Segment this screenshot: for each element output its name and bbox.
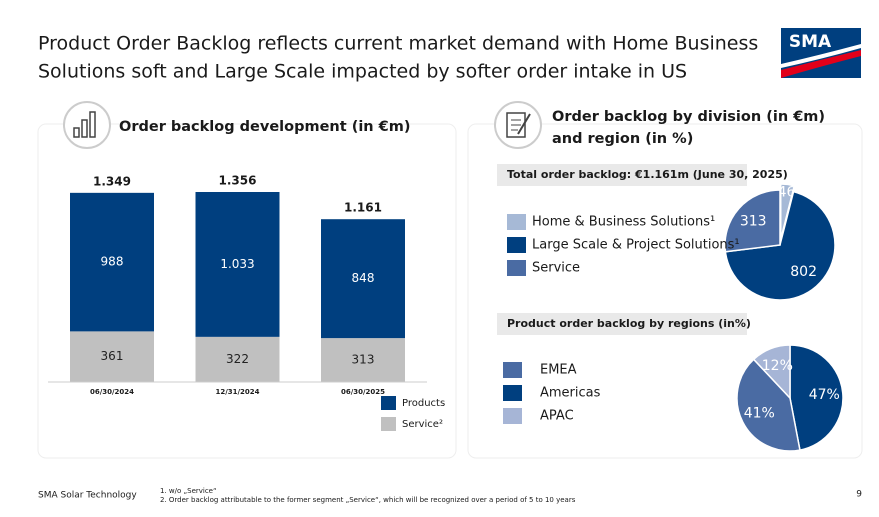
value-label: 848 (352, 271, 375, 285)
footnote: 1. w/o „Service“ (160, 487, 217, 495)
section-title: and region (in %) (552, 131, 693, 147)
section-title: Order backlog development (in €m) (119, 119, 411, 135)
bar-segment (195, 336, 280, 382)
value-label: 47% (809, 387, 840, 403)
footer-company: SMA Solar Technology (38, 491, 137, 501)
legend-label: Americas (540, 386, 601, 401)
legend-swatch (507, 237, 526, 253)
value-label: 12% (762, 358, 793, 374)
icon (63, 101, 111, 149)
logo: SMA (781, 28, 861, 78)
pie-slice (752, 344, 791, 400)
legend-label: Products (402, 398, 445, 409)
pie-slice (736, 358, 801, 452)
value-label: 1.033 (220, 257, 254, 271)
logo-text: SMA (789, 32, 832, 52)
chart-title: Product order backlog by regions (in%) (507, 317, 751, 330)
legend-swatch (507, 214, 526, 230)
slide-title: Product Order Backlog reflects current m… (38, 33, 758, 55)
label-bar (497, 164, 747, 186)
pie-slice (779, 183, 796, 240)
x-tick-label: 06/30/2025 (341, 388, 385, 396)
legend-swatch (507, 260, 526, 276)
legend-swatch (503, 362, 522, 378)
value-label: 46 (778, 185, 796, 201)
total-label: 1.161 (344, 201, 382, 215)
bar-segment (321, 338, 405, 382)
footnote: 2. Order backlog attributable to the for… (160, 496, 576, 504)
value-label: 322 (226, 352, 249, 366)
pie-slice (724, 190, 836, 301)
bar-segment (321, 219, 405, 339)
bar-segment (195, 192, 280, 337)
bar-segment (70, 192, 154, 332)
value-label: 313 (740, 213, 767, 229)
legend-label: Home & Business Solutions¹ (532, 215, 715, 230)
pie-slice (789, 344, 844, 451)
legend-swatch (381, 417, 396, 431)
total-label: 1.349 (93, 174, 131, 188)
legend-label: Service (532, 261, 580, 276)
legend-label: Large Scale & Project Solutions¹ (532, 238, 740, 253)
label-bar (497, 313, 747, 335)
legend-swatch (381, 396, 396, 410)
legend-swatch (503, 385, 522, 401)
total-label: 1.356 (219, 174, 257, 188)
x-tick-label: 12/31/2024 (215, 388, 259, 396)
section-title: Order backlog by division (in €m) (552, 109, 825, 125)
value-label: 988 (101, 255, 124, 269)
legend-swatch (503, 408, 522, 424)
value-label: 802 (790, 264, 817, 280)
x-tick-label: 06/30/2024 (90, 388, 134, 396)
value-label: 41% (744, 406, 775, 422)
value-label: 361 (101, 349, 124, 363)
icon (494, 101, 542, 149)
slide-title: Solutions soft and Large Scale impacted … (38, 61, 687, 83)
legend-label: Service² (402, 419, 443, 430)
bar-segment (70, 331, 154, 382)
pie-slice (724, 189, 781, 253)
page-number: 9 (856, 490, 862, 500)
legend-label: EMEA (540, 363, 577, 378)
legend-label: APAC (540, 409, 574, 424)
chart-title: Total order backlog: €1.161m (June 30, 2… (507, 168, 788, 181)
value-label: 313 (352, 353, 375, 367)
